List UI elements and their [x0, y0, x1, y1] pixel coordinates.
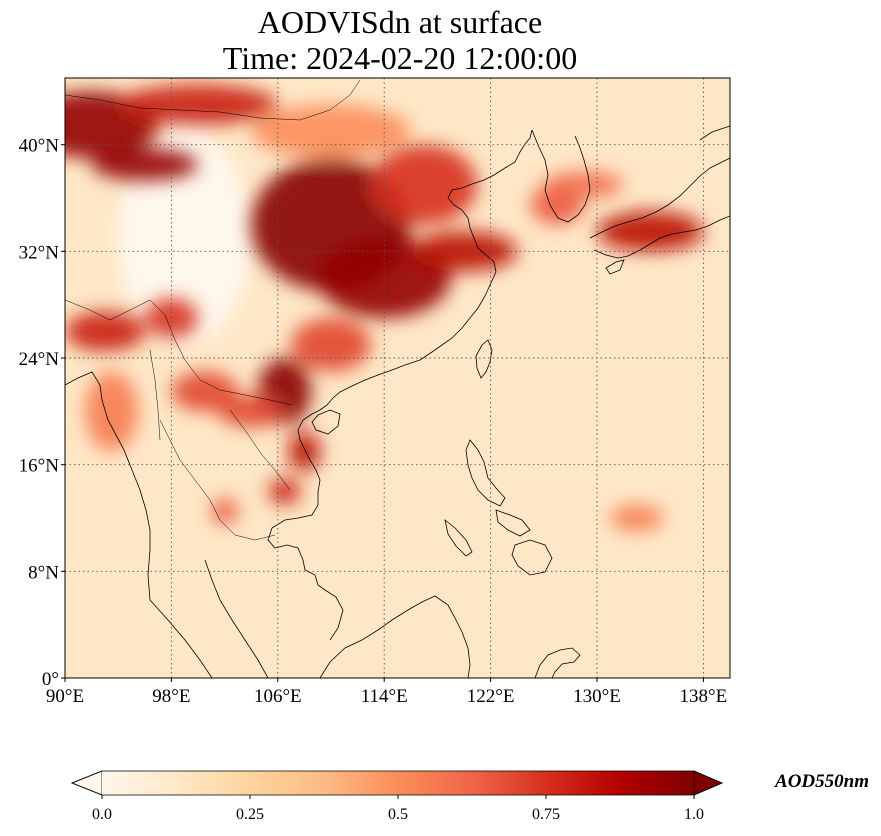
colorbar-tick-label: 0.75: [532, 806, 560, 823]
lon-tick-label: 106°E: [254, 686, 302, 707]
coastline-mindanao: [511, 539, 553, 576]
aod-hotspot: [211, 498, 238, 525]
colorbar-extend-low: [70, 770, 103, 796]
colorbar: 0.0 0.25 0.5 0.75 1.0 AOD550nm: [70, 770, 869, 823]
coastline-sulawesi: [534, 647, 581, 678]
colorbar-tick-label: 1.0: [684, 806, 704, 823]
coastline-luzon: [465, 439, 506, 507]
coastline-borneo: [319, 595, 471, 678]
lon-tick-label: 90°E: [46, 686, 84, 707]
colorbar-tick-label: 0.0: [92, 806, 112, 823]
aod-hotspot: [65, 311, 145, 352]
border-mongolia: [65, 79, 361, 121]
map-frame: [64, 77, 731, 679]
lon-tick-label: 114°E: [361, 686, 408, 707]
aod-hotspot: [410, 231, 518, 272]
aod-hotspot: [370, 144, 478, 225]
latitude-ticks: 0° 8°N 16°N 24°N 32°N 40°N: [19, 136, 65, 690]
lat-tick-label: 32°N: [19, 242, 60, 263]
aod-hotspot: [91, 148, 198, 181]
coastline-hokkaido: [699, 125, 730, 141]
lat-tick-label: 40°N: [19, 136, 60, 157]
aod-hotspot: [268, 478, 301, 505]
aod-hotspot: [291, 318, 371, 372]
map-title-line1: AODVISdn at surface: [257, 4, 543, 40]
colorbar-extend-high: [693, 770, 724, 796]
aod-hotspot: [597, 211, 704, 252]
border-china-south: [65, 299, 293, 406]
colorbar-tick-label: 0.5: [388, 806, 408, 823]
aod-hotspots: [65, 84, 704, 532]
longitude-ticks: 90°E 98°E 106°E 114°E 122°E 130°E 138°E: [46, 678, 727, 707]
lon-tick-label: 130°E: [573, 686, 621, 707]
coastline-mainland: [267, 129, 533, 641]
aod-hotspot: [251, 104, 411, 158]
lon-tick-label: 138°E: [680, 686, 728, 707]
coastline-taiwan: [475, 339, 493, 379]
colorbar-gradient: [102, 771, 694, 795]
aod-hotspot: [217, 395, 285, 428]
border-indochina: [149, 349, 291, 541]
lat-tick-label: 8°N: [28, 562, 59, 583]
aod-hotspot: [171, 371, 238, 412]
coastlines: [65, 125, 730, 678]
aod-clear-area: [118, 131, 252, 345]
coastline-hainan: [311, 409, 341, 435]
aod-hotspot: [288, 431, 321, 472]
lat-tick-label: 24°N: [19, 349, 60, 370]
lat-tick-label: 16°N: [19, 456, 60, 477]
lat-tick-label: 0°: [42, 669, 59, 690]
colorbar-ticks: 0.0 0.25 0.5 0.75 1.0: [92, 795, 704, 823]
coastline-sumatra: [149, 599, 213, 678]
aod-hotspot: [118, 84, 278, 125]
aod-hotspot: [543, 171, 624, 199]
aod-hotspot: [84, 371, 139, 452]
coastline-visayas: [495, 509, 531, 537]
lon-tick-label: 98°E: [152, 686, 190, 707]
coastline-palawan: [444, 518, 473, 557]
lon-tick-label: 122°E: [467, 686, 515, 707]
coastline-korea: [531, 129, 591, 223]
aod-hotspot: [610, 504, 664, 532]
map-title-line2: Time: 2024-02-20 12:00:00: [222, 40, 578, 76]
country-borders: [65, 79, 361, 541]
coastline-bengal: [65, 371, 151, 601]
coastline-japan: [589, 157, 730, 275]
aod-field: [65, 78, 730, 678]
colorbar-label: AOD550nm: [774, 771, 869, 792]
coastline-malay: [204, 559, 269, 678]
gridlines: [65, 78, 730, 678]
colorbar-tick-label: 0.25: [236, 806, 264, 823]
